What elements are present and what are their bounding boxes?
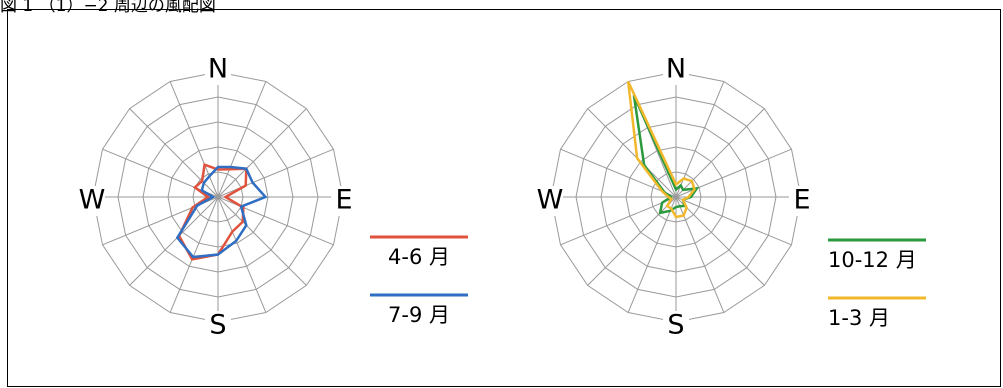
legend-label-1-2: 7-9 月 [388, 303, 450, 327]
grid-spoke-1-sw [129, 196, 219, 286]
direction-label-bg-1-e [331, 186, 357, 216]
grid-spoke-2-ne [675, 108, 765, 198]
figure-frame [7, 9, 1001, 387]
direction-label-bg-2-s [663, 311, 689, 341]
legend-label-2-1: 10-12 月 [828, 248, 917, 272]
grid-spoke-2-wsw [560, 196, 677, 246]
grid-spoke-2-wnw [560, 148, 677, 198]
direction-label-bg-2-e [789, 186, 815, 216]
direction-label-2-w: W [537, 185, 564, 216]
grid-spoke-2-ese [675, 196, 792, 246]
grid-spoke-1-ssw [169, 196, 219, 313]
series-line-2-1 [632, 94, 700, 215]
grid-spoke-2-nw [587, 108, 677, 198]
series-line-1-2 [175, 165, 268, 259]
direction-label-1-w: W [79, 185, 106, 216]
grid-spoke-2-ssw [627, 196, 677, 313]
grid-spoke-2-se [675, 196, 765, 286]
direction-label-bg-2-w [537, 186, 563, 216]
direction-label-2-e: E [793, 185, 810, 216]
grid-spoke-1-sse [217, 196, 267, 313]
grid-spoke-1-ne [217, 108, 307, 198]
direction-label-bg-1-s [205, 311, 231, 341]
legend-label-2-2: 1-3 月 [828, 306, 890, 330]
direction-label-bg-2-n [663, 55, 689, 85]
direction-label-1-n: N [208, 54, 228, 85]
direction-label-bg-1-n [205, 55, 231, 85]
grid-spoke-1-nnw [169, 81, 219, 198]
direction-label-2-s: S [667, 310, 684, 341]
legend-label-1-1: 4-6 月 [388, 245, 450, 269]
direction-label-bg-1-w [79, 186, 105, 216]
grid-spoke-1-se [217, 196, 307, 286]
direction-label-1-e: E [335, 185, 352, 216]
direction-label-1-s: S [209, 310, 226, 341]
grid-spoke-1-nne [217, 81, 267, 198]
direction-label-2-n: N [666, 54, 686, 85]
figure-caption: 図 1 （1）−2 周辺の風配図 [0, 0, 216, 16]
series-line-2-2 [626, 80, 696, 219]
grid-spoke-2-sw [587, 196, 677, 286]
